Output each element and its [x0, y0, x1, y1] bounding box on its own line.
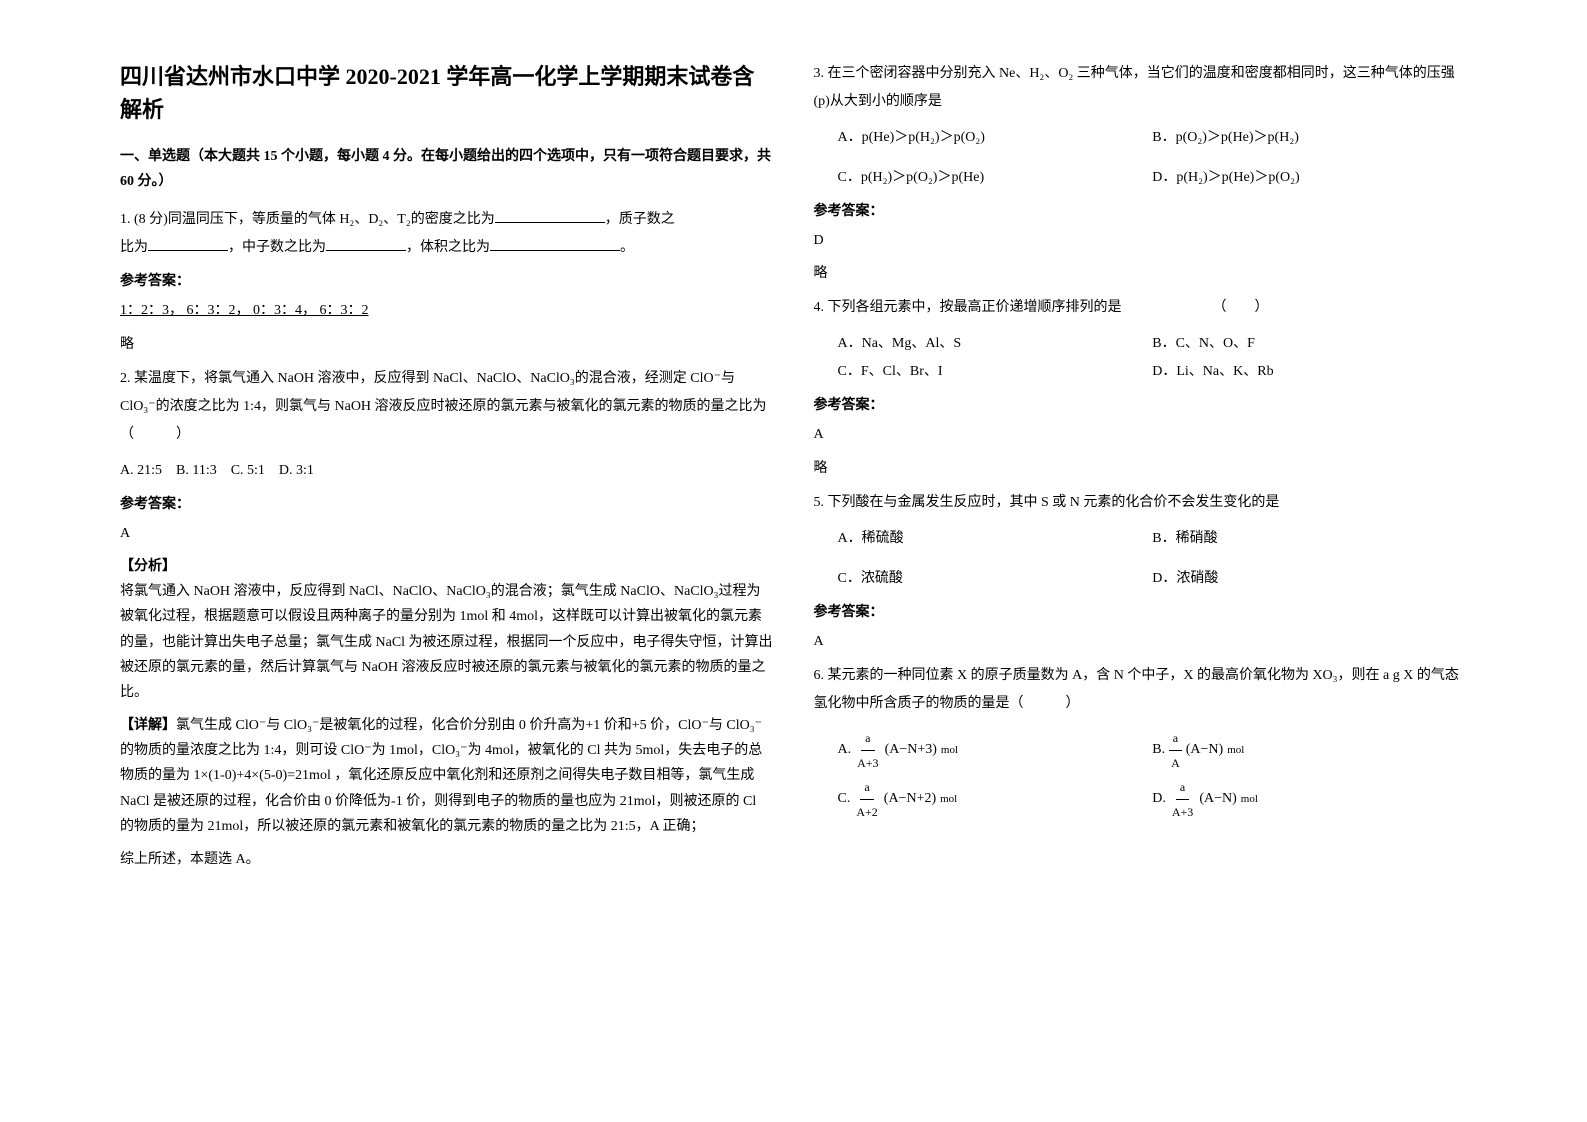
q3-opt-d: D．p(H₂)＞p(He)＞p(O₂) [1152, 164, 1467, 192]
q3-opt-a: A．p(He)＞p(H₂)＞p(O₂) [838, 124, 1153, 152]
q5-answer: A [814, 629, 1468, 654]
q6-d-frac: aA+3 [1168, 775, 1197, 824]
q2-detail: 【详解】氯气生成 ClO⁻与 ClO₃⁻是被氧化的过程，化合价分别由 0 价升高… [120, 713, 774, 839]
q4-opt-d: D．Li、Na、K、Rb [1152, 358, 1467, 386]
q1-text-b: ，质子数之 [605, 212, 675, 227]
question-2: 2. 某温度下，将氯气通入 NaOH 溶液中，反应得到 NaCl、NaClO、N… [120, 365, 774, 449]
q6-options-row1: A. aA+3 (A−N+3) mol B. aA (A−N) mol [814, 726, 1468, 775]
q1-blank-3 [326, 250, 406, 251]
q6-a-frac: aA+3 [853, 726, 882, 775]
question-5: 5. 下列酸在与金属发生反应时，其中 S 或 N 元素的化合价不会发生变化的是 [814, 489, 1468, 517]
q6-opt-a: A. aA+3 (A−N+3) mol [838, 726, 1153, 775]
q6-b-prefix: B. [1152, 736, 1165, 764]
q6-a-den: A+3 [853, 751, 882, 775]
q5-opt-d: D．浓硝酸 [1152, 565, 1467, 593]
q1-blank-4 [490, 250, 620, 251]
q1-text-c: 比为 [120, 240, 148, 255]
q4-answer: A [814, 422, 1468, 447]
right-column: 3. 在三个密闭容器中分别充入 Ne、H₂、O₂ 三种气体，当它们的温度和密度都… [794, 60, 1488, 1062]
q3-options: A．p(He)＞p(H₂)＞p(O₂) B．p(O₂)＞p(He)＞p(H₂) [814, 124, 1468, 152]
q6-a-suffix: (A−N+3) [885, 736, 937, 764]
q1-text-f: 。 [620, 240, 634, 255]
q4-opt-c: C．F、Cl、Br、I [838, 358, 1153, 386]
q6-d-num: a [1176, 775, 1189, 800]
question-1: 1. (8 分)同温同压下，等质量的气体 H₂、D₂、T₂的密度之比为 ，质子数之… [120, 206, 774, 262]
q2-answer-label: 参考答案： [120, 493, 774, 513]
q1-blank-1 [495, 222, 605, 223]
question-3: 3. 在三个密闭容器中分别充入 Ne、H₂、O₂ 三种气体，当它们的温度和密度都… [814, 60, 1468, 116]
q6-d-den: A+3 [1168, 800, 1197, 824]
q4-answer-label: 参考答案： [814, 394, 1468, 414]
q6-c-frac: aA+2 [852, 775, 881, 824]
document-title: 四川省达州市水口中学 2020-2021 学年高一化学上学期期末试卷含解析 [120, 60, 774, 126]
question-6: 6. 某元素的一种同位素 X 的原子质量数为 A，含 N 个中子，X 的最高价氧… [814, 662, 1468, 718]
q1-note: 略 [120, 332, 774, 357]
q6-d-prefix: D. [1152, 785, 1166, 813]
q2-answer: A [120, 521, 774, 546]
q1-text-d: ，中子数之比为 [228, 240, 326, 255]
q6-opt-b: B. aA (A−N) mol [1152, 726, 1467, 775]
q3-options-2: C．p(H₂)＞p(O₂)＞p(He) D．p(H₂)＞p(He)＞p(O₂) [814, 164, 1468, 192]
q6-b-num: a [1169, 726, 1182, 751]
q6-a-num: a [861, 726, 874, 751]
q4-opt-b: B．C、N、O、F [1152, 330, 1467, 358]
q5-answer-label: 参考答案： [814, 601, 1468, 621]
q2-detail-label: 【详解】 [120, 718, 176, 733]
q2-analysis: 【分析】 将氯气通入 NaOH 溶液中，反应得到 NaCl、NaClO、NaCl… [120, 554, 774, 705]
q4-note: 略 [814, 456, 1468, 481]
q3-note: 略 [814, 261, 1468, 286]
q2-analysis-text: 将氯气通入 NaOH 溶液中，反应得到 NaCl、NaClO、NaClO₃的混合… [120, 584, 773, 700]
q2-options: A. 21:5 B. 11:3 C. 5:1 D. 3:1 [120, 457, 774, 485]
q3-opt-b: B．p(O₂)＞p(He)＞p(H₂) [1152, 124, 1467, 152]
q6-b-den: A [1167, 751, 1184, 775]
q5-opt-b: B．稀硝酸 [1152, 525, 1467, 553]
q6-options-row2: C. aA+2 (A−N+2) mol D. aA+3 (A−N) mol [814, 775, 1468, 824]
q6-b-suffix: (A−N) [1186, 736, 1223, 764]
q6-c-unit: mol [940, 788, 957, 810]
q5-opt-c: C．浓硫酸 [838, 565, 1153, 593]
q1-text-a: 1. (8 分)同温同压下，等质量的气体 H₂、D₂、T₂的密度之比为 [120, 212, 495, 227]
q6-b-frac: aA [1167, 726, 1184, 775]
q6-c-prefix: C. [838, 785, 851, 813]
q2-analysis-label: 【分析】 [120, 559, 176, 574]
q3-answer: D [814, 228, 1468, 253]
left-column: 四川省达州市水口中学 2020-2021 学年高一化学上学期期末试卷含解析 一、… [100, 60, 794, 1062]
q4-options: A．Na、Mg、Al、S B．C、N、O、F C．F、Cl、Br、I D．Li、… [814, 330, 1468, 386]
q4-opt-a: A．Na、Mg、Al、S [838, 330, 1153, 358]
q6-opt-d: D. aA+3 (A−N) mol [1152, 775, 1467, 824]
q6-a-prefix: A. [838, 736, 852, 764]
question-4: 4. 下列各组元素中，按最高正价递增顺序排列的是 （ ） [814, 294, 1468, 322]
q6-d-unit: mol [1241, 788, 1258, 810]
q6-opt-c: C. aA+2 (A−N+2) mol [838, 775, 1153, 824]
q1-text-e: ，体积之比为 [406, 240, 490, 255]
q1-blank-2 [148, 250, 228, 251]
section-header: 一、单选题（本大题共 15 个小题，每小题 4 分。在每小题给出的四个选项中，只… [120, 144, 774, 194]
q2-conclusion: 综上所述，本题选 A。 [120, 847, 774, 872]
q6-b-unit: mol [1227, 739, 1244, 761]
q3-answer-label: 参考答案： [814, 200, 1468, 220]
q3-opt-c: C．p(H₂)＞p(O₂)＞p(He) [838, 164, 1153, 192]
q5-options-2: C．浓硫酸 D．浓硝酸 [814, 565, 1468, 593]
q1-answer: 1：2：3， 6：3：2， 0：3：4， 6：3：2 [120, 298, 774, 323]
q6-d-suffix: (A−N) [1199, 785, 1236, 813]
q1-answer-label: 参考答案： [120, 270, 774, 290]
q6-c-suffix: (A−N+2) [884, 785, 936, 813]
q6-c-den: A+2 [852, 800, 881, 824]
q5-opt-a: A．稀硫酸 [838, 525, 1153, 553]
q6-a-unit: mol [941, 739, 958, 761]
q2-detail-text: 氯气生成 ClO⁻与 ClO₃⁻是被氧化的过程，化合价分别由 0 价升高为+1 … [120, 718, 762, 834]
q6-c-num: a [860, 775, 873, 800]
q5-options: A．稀硫酸 B．稀硝酸 [814, 525, 1468, 553]
